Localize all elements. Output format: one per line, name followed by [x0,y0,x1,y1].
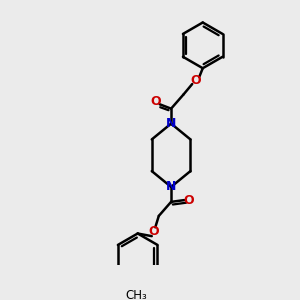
Text: O: O [148,225,159,238]
Text: O: O [190,74,201,87]
Text: O: O [150,95,160,108]
Text: N: N [166,180,176,194]
Text: CH₃: CH₃ [125,290,147,300]
Text: O: O [183,194,194,207]
Text: N: N [166,117,176,130]
